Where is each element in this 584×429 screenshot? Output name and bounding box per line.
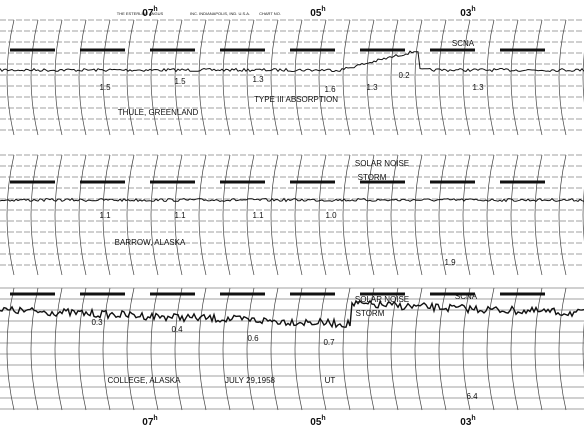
hour-unit: h xyxy=(321,415,325,422)
riometer-figure: 07h05h03h07h05h03hTHE ESTERLINE ANGUSINC… xyxy=(0,0,584,429)
hour: 05 xyxy=(310,417,322,428)
annotation: 1.5 xyxy=(99,83,111,92)
annotation: TYPE III ABSORPTION xyxy=(254,95,338,104)
hour-unit: h xyxy=(471,415,475,422)
hour: 03 xyxy=(460,417,472,428)
annotation: SOLAR NOISE xyxy=(355,159,409,168)
annotation: 1.1 xyxy=(99,211,111,220)
annotation: 0.4 xyxy=(171,325,183,334)
annotation: 1.3 xyxy=(472,83,484,92)
annotation: 0.3 xyxy=(91,318,103,327)
hour-unit: h xyxy=(153,415,157,422)
annotation: STORM xyxy=(356,309,385,318)
hour-unit: h xyxy=(471,6,475,13)
annotation: 1.5 xyxy=(174,77,186,86)
annotation: 0.7 xyxy=(323,338,335,347)
annotation: UT xyxy=(325,376,336,385)
background xyxy=(0,0,584,429)
hour: 03 xyxy=(460,8,472,19)
annotation: SCNA xyxy=(455,292,478,301)
annotation: SCNA xyxy=(452,39,475,48)
annotation: 1.3 xyxy=(366,83,378,92)
annotation: 1.0 xyxy=(325,211,337,220)
hour-unit: h xyxy=(321,6,325,13)
annotation: 1.9 xyxy=(444,258,456,267)
annotation: SOLAR NOISE xyxy=(355,295,409,304)
annotation: INC. INDIANAPOLIS, IND. U.S.A. xyxy=(190,11,250,16)
annotation: 0.2 xyxy=(398,71,410,80)
annotation: THE ESTERLINE ANGUS xyxy=(117,11,164,16)
annotation: COLLEGE, ALASKA xyxy=(108,376,182,385)
annotation: CHART NO. xyxy=(259,11,281,16)
annotation: 1.6 xyxy=(324,85,336,94)
annotation: STORM xyxy=(358,173,387,182)
annotation: 1.1 xyxy=(174,211,186,220)
annotation: 0.6 xyxy=(247,334,259,343)
annotation: 1.1 xyxy=(252,211,264,220)
hour: 05 xyxy=(310,8,322,19)
hour: 07 xyxy=(142,417,154,428)
annotation: 1.3 xyxy=(252,75,264,84)
annotation: BARROW, ALASKA xyxy=(115,238,186,247)
annotation: 6.4 xyxy=(466,392,478,401)
annotation: JULY 29,1958 xyxy=(225,376,276,385)
annotation: THULE, GREENLAND xyxy=(118,108,199,117)
